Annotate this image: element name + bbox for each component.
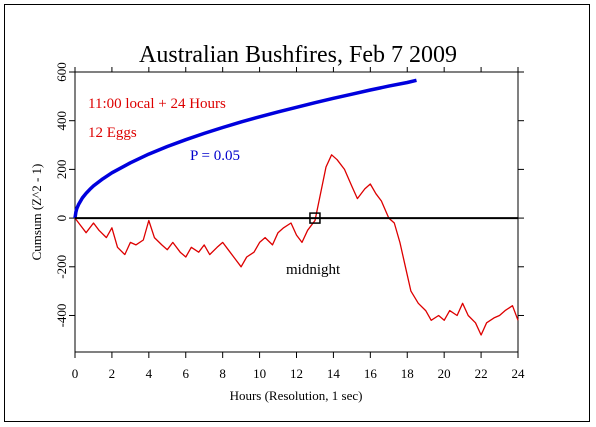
annotation-eggs: 12 Eggs — [88, 125, 137, 141]
plot-area — [74, 71, 519, 353]
x-tick-label: 22 — [475, 366, 488, 381]
x-tick-label: 12 — [290, 366, 303, 381]
x-tick-label: 10 — [253, 366, 266, 381]
x-tick-label: 14 — [327, 366, 341, 381]
y-tick-label: 0 — [54, 215, 69, 222]
series-layer — [73, 78, 519, 336]
x-tick-label: 0 — [72, 366, 79, 381]
y-tick-label: -200 — [54, 255, 69, 279]
x-tick-label: 2 — [109, 366, 116, 381]
cumsum-series-line — [74, 154, 519, 336]
x-tick-label: 6 — [183, 366, 190, 381]
annotation-midnight: midnight — [286, 262, 341, 278]
annotation-local-time: 11:00 local + 24 Hours — [88, 96, 226, 112]
x-tick-label: 8 — [219, 366, 226, 381]
x-axis-label: Hours (Resolution, 1 sec) — [230, 388, 363, 403]
significance-curve — [73, 78, 417, 219]
x-tick-label: 20 — [438, 366, 451, 381]
midnight-marker — [309, 212, 321, 224]
y-tick-label: 200 — [54, 160, 69, 180]
x-tick-label: 16 — [364, 366, 378, 381]
chart-title: Australian Bushfires, Feb 7 2009 — [139, 42, 457, 68]
y-tick-label: 600 — [54, 62, 69, 82]
x-tick-label: 4 — [146, 366, 153, 381]
y-tick-label: 400 — [54, 111, 69, 130]
y-tick-label: -400 — [54, 304, 69, 328]
y-axis-label: Cumsum (Z^2 - 1) — [29, 164, 44, 261]
annotation-p-value: P = 0.05 — [190, 148, 240, 164]
x-tick-label: 24 — [512, 366, 526, 381]
x-tick-label: 18 — [401, 366, 414, 381]
